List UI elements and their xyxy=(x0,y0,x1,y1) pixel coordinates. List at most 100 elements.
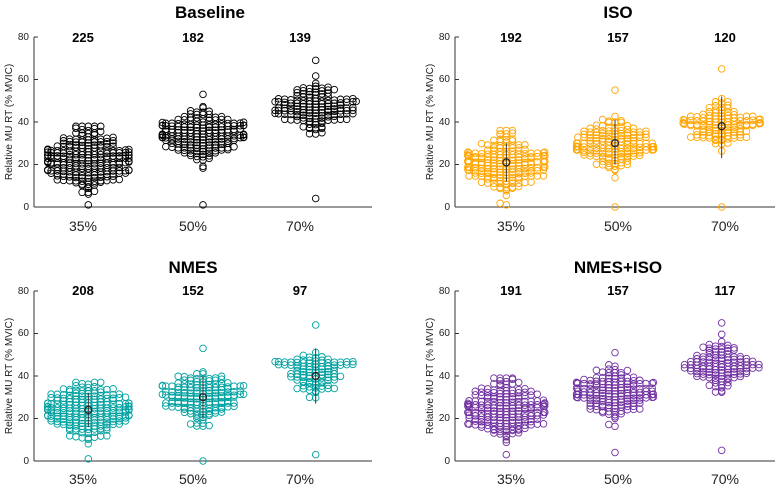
data-point xyxy=(527,178,535,186)
data-point xyxy=(349,94,357,103)
data-point xyxy=(679,115,688,124)
data-point xyxy=(539,396,548,404)
data-point xyxy=(736,352,745,361)
y-tick-label: 0 xyxy=(444,202,450,213)
data-point xyxy=(521,141,529,149)
data-point xyxy=(642,127,650,135)
y-tick-label: 60 xyxy=(439,74,451,85)
data-point xyxy=(483,141,492,149)
data-point xyxy=(293,376,301,384)
data-point xyxy=(158,118,167,127)
y-tick-label: 80 xyxy=(439,286,451,297)
data-point xyxy=(115,420,124,428)
data-point xyxy=(717,319,726,327)
data-point xyxy=(540,148,549,156)
y-axis-label: Relative MU RT (% MVIC) xyxy=(425,318,436,434)
data-point xyxy=(103,176,111,185)
data-point xyxy=(724,139,732,147)
data-point xyxy=(490,374,498,382)
panel-nmes-iso: NMES+ISO Relative MU RT (% MVIC) 191 157… xyxy=(425,258,775,487)
data-point xyxy=(199,90,207,99)
data-point xyxy=(540,408,549,416)
data-point xyxy=(464,148,472,156)
data-point xyxy=(717,446,726,455)
data-point xyxy=(508,126,517,135)
data-point xyxy=(162,142,170,151)
data-point xyxy=(121,412,130,420)
data-point xyxy=(699,110,707,119)
data-point xyxy=(305,129,314,138)
count-label-70: 120 xyxy=(714,30,736,45)
data-point xyxy=(349,109,357,118)
data-point xyxy=(230,143,238,151)
data-point xyxy=(648,387,656,395)
data-point xyxy=(193,155,201,164)
data-point xyxy=(711,98,720,106)
data-point xyxy=(605,365,613,373)
data-point xyxy=(508,374,517,382)
data-point xyxy=(121,393,130,401)
data-point xyxy=(47,393,55,402)
data-point xyxy=(90,383,99,391)
data-point xyxy=(103,432,111,440)
data-point xyxy=(572,139,581,147)
data-point xyxy=(496,130,504,138)
data-point xyxy=(299,84,308,92)
data-point xyxy=(199,201,207,209)
data-point xyxy=(730,107,738,116)
data-point xyxy=(186,420,195,428)
data-point xyxy=(711,139,720,148)
data-point xyxy=(755,360,763,369)
mean-marker xyxy=(502,158,511,167)
data-point xyxy=(686,357,695,366)
data-point xyxy=(580,127,588,136)
series-70-points xyxy=(271,321,357,459)
y-tick-label: 60 xyxy=(18,328,30,339)
data-point xyxy=(311,79,320,88)
data-point xyxy=(636,405,644,413)
data-point xyxy=(109,133,117,142)
data-point xyxy=(174,379,182,387)
y-tick-label: 60 xyxy=(18,74,30,85)
category-label-50: 50% xyxy=(604,218,632,234)
data-point xyxy=(711,106,720,114)
data-point xyxy=(533,397,542,405)
data-point xyxy=(724,97,732,106)
panel-title: ISO xyxy=(603,3,632,22)
data-point xyxy=(180,112,189,121)
data-point xyxy=(236,119,244,127)
count-label-50: 157 xyxy=(607,30,629,45)
data-point xyxy=(311,450,320,459)
data-point xyxy=(324,381,332,390)
data-point xyxy=(305,393,314,402)
data-point xyxy=(293,384,301,393)
data-point xyxy=(90,378,99,387)
data-point xyxy=(162,119,170,128)
data-point xyxy=(96,122,105,131)
data-point xyxy=(121,166,130,175)
data-point xyxy=(477,178,486,186)
data-point xyxy=(527,387,535,396)
data-point xyxy=(611,203,619,211)
data-point xyxy=(330,85,339,94)
series-70-points xyxy=(271,56,360,203)
data-point xyxy=(629,373,638,381)
data-point xyxy=(125,399,133,407)
y-tick-label: 20 xyxy=(439,159,451,170)
data-point xyxy=(756,115,764,123)
y-tick-label: 20 xyxy=(18,413,30,424)
data-point xyxy=(299,351,308,360)
count-label-70: 139 xyxy=(289,30,311,45)
count-label-35: 208 xyxy=(72,283,94,298)
data-point xyxy=(592,366,601,375)
data-point xyxy=(84,122,93,131)
data-point xyxy=(686,133,695,141)
data-point xyxy=(755,363,763,372)
data-point xyxy=(311,194,320,203)
data-point xyxy=(199,457,207,465)
data-point xyxy=(59,134,68,142)
y-tick-label: 40 xyxy=(439,117,451,128)
data-point xyxy=(96,127,105,136)
data-point xyxy=(324,83,332,91)
category-label-70: 70% xyxy=(711,471,739,487)
